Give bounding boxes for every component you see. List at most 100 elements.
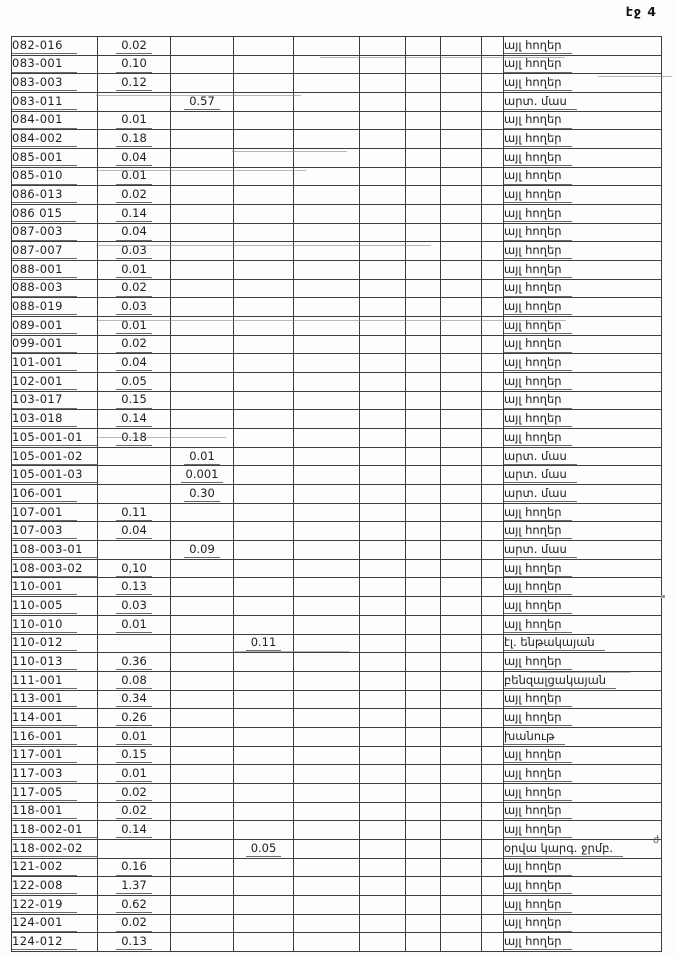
parcel-code-cell: 084-002 (11, 129, 98, 150)
table-row: 118-001 0.02 այլ հողեր (11, 801, 662, 822)
empty-cell (440, 372, 482, 392)
empty-cell (405, 502, 441, 523)
area-col1-cell: 0.03 (97, 297, 171, 318)
land-type-label: այլ հողեր (504, 654, 572, 671)
empty-cell (481, 185, 504, 206)
empty-cell (481, 820, 504, 840)
margin-speck (661, 595, 665, 598)
area-col1-value: 0.02 (116, 38, 152, 54)
table-row: 085-001 0.04 այլ հողեր (11, 148, 662, 168)
area-col1-value: 0.04 (116, 150, 152, 166)
empty-cell (481, 745, 504, 766)
land-type-cell: այլ հողեր (503, 577, 662, 598)
area-col3-cell (233, 73, 294, 94)
empty-cell (359, 222, 406, 243)
empty-cell (440, 204, 482, 224)
land-type-cell: այլ հողեր (503, 558, 662, 579)
area-col3-cell (233, 558, 294, 579)
empty-cell (293, 129, 360, 150)
empty-cell (405, 204, 441, 224)
empty-cell (481, 689, 504, 710)
table-row: 103-017 0.15 այլ հողեր (11, 390, 662, 411)
empty-cell (440, 353, 482, 374)
land-type-label: այլ հողեր (504, 225, 572, 241)
area-col3-cell (233, 689, 294, 710)
empty-cell (405, 36, 441, 56)
empty-cell (293, 857, 360, 878)
table-row: 086 015 0.14 այլ հողեր (11, 204, 662, 224)
empty-cell (359, 932, 406, 952)
parcel-code-cell: 116-001 (11, 726, 98, 747)
area-col1-cell: 0.10 (97, 54, 171, 75)
land-type-label: այլ հողեր (504, 411, 572, 428)
empty-cell (481, 540, 504, 560)
area-col3-cell (233, 782, 294, 803)
empty-cell (481, 652, 504, 672)
area-col1-cell: 0.02 (97, 278, 171, 299)
empty-cell (405, 390, 441, 411)
empty-cell (440, 689, 482, 710)
area-col1-cell: 0.14 (97, 204, 171, 224)
parcel-code: 084-001 (12, 113, 77, 129)
land-type-label: այլ հողեր (504, 131, 572, 148)
empty-cell (359, 334, 406, 355)
area-col2-cell (170, 745, 234, 766)
parcel-code-cell: 124-001 (11, 913, 98, 934)
parcel-code: 117-003 (12, 766, 77, 783)
empty-cell (293, 204, 360, 224)
area-col1-value: 0.12 (116, 75, 152, 92)
empty-cell (293, 820, 360, 840)
area-col2-cell (170, 913, 234, 934)
land-type-label: այլ հողեր (504, 393, 572, 409)
land-type-cell: օրվա կարգ. ջրմբ. (503, 838, 662, 859)
area-col2-value: 0.01 (184, 449, 220, 465)
land-type-cell: էլ. ենթակայան (503, 633, 662, 654)
land-type-cell: այլ հողեր (503, 689, 662, 710)
empty-cell (481, 876, 504, 896)
empty-cell (359, 36, 406, 56)
table-row: 084-002 0.18 այլ հողեր (11, 129, 662, 150)
parcel-code-cell: 105-001-03 (11, 465, 98, 486)
area-col1-value: 0.01 (116, 262, 152, 278)
area-col2-cell (170, 614, 234, 635)
table-row: 117-001 0.15 այլ հողեր (11, 745, 662, 766)
land-type-label: այլ հողեր (504, 75, 572, 92)
empty-cell (481, 502, 504, 523)
empty-cell (293, 372, 360, 392)
empty-cell (440, 577, 482, 598)
area-col2-cell (170, 708, 234, 728)
empty-cell (359, 353, 406, 374)
empty-cell (440, 428, 482, 448)
area-col3-cell (233, 876, 294, 896)
parcel-code-cell: 082-016 (11, 36, 98, 56)
land-type-cell: այլ հողեր (503, 334, 662, 355)
empty-cell (405, 428, 441, 448)
empty-cell (481, 894, 504, 915)
parcel-code: 113-001 (12, 692, 77, 708)
area-col1-value: 0.04 (116, 355, 152, 372)
empty-cell (293, 73, 360, 94)
empty-cell (405, 745, 441, 766)
empty-cell (405, 689, 441, 710)
land-type-cell: այլ հողեր (503, 801, 662, 822)
area-col3-cell (233, 36, 294, 56)
empty-cell (440, 36, 482, 56)
land-type-label: բենզալցակայան (504, 673, 617, 689)
parcel-code-cell: 083-003 (11, 73, 98, 94)
parcel-code-cell: 086-013 (11, 185, 98, 206)
land-type-label: այլ հողեր (504, 617, 572, 633)
parcel-code: 117-005 (12, 785, 77, 801)
empty-cell (481, 782, 504, 803)
area-col1-value: 0.01 (116, 169, 152, 185)
table-row: 105-001-02 0.01 արտ. մաս (11, 446, 662, 467)
area-col1-cell: 0.15 (97, 745, 171, 766)
empty-cell (359, 465, 406, 486)
table-row: 113-001 0.34 այլ հողեր (11, 689, 662, 710)
table-row: 107-003 0.04 այլ հողեր (11, 521, 662, 542)
empty-cell (293, 913, 360, 934)
area-col2-cell (170, 129, 234, 150)
empty-cell (405, 708, 441, 728)
empty-cell (481, 204, 504, 224)
area-col3-cell (233, 820, 294, 840)
empty-cell (359, 540, 406, 560)
